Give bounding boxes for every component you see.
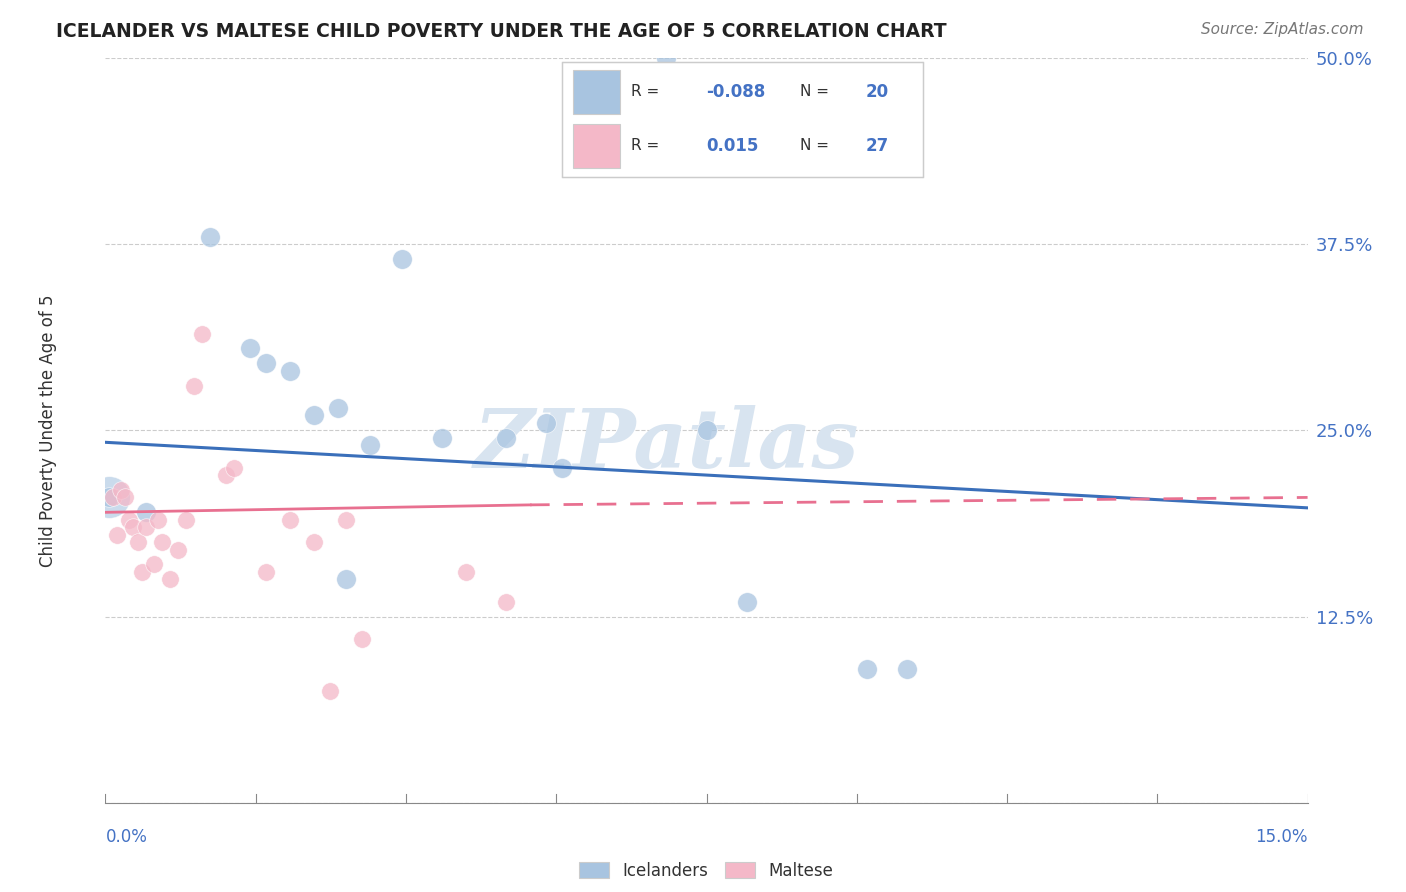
Point: [335, 573, 357, 587]
Point: [166, 542, 188, 557]
Point: [198, 229, 221, 244]
Point: [278, 513, 301, 527]
Point: [150, 535, 173, 549]
Y-axis label: Child Poverty Under the Age of 5: Child Poverty Under the Age of 5: [39, 294, 56, 566]
Text: ICELANDER VS MALTESE CHILD POVERTY UNDER THE AGE OF 5 CORRELATION CHART: ICELANDER VS MALTESE CHILD POVERTY UNDER…: [56, 22, 946, 41]
Point: [190, 326, 212, 341]
Point: [735, 595, 758, 609]
Text: ZIPatlas: ZIPatlas: [474, 405, 859, 485]
Point: [495, 431, 517, 445]
Point: [495, 595, 517, 609]
Point: [98, 491, 121, 505]
Point: [183, 378, 205, 392]
Point: [456, 565, 478, 579]
Point: [302, 535, 325, 549]
Legend: Icelanders, Maltese: Icelanders, Maltese: [579, 863, 834, 880]
Point: [127, 535, 149, 549]
Point: [135, 520, 157, 534]
Point: [335, 513, 357, 527]
Text: 0.0%: 0.0%: [105, 828, 148, 846]
Point: [430, 431, 453, 445]
Point: [222, 460, 245, 475]
Point: [110, 483, 132, 497]
Point: [302, 409, 325, 423]
Point: [118, 513, 141, 527]
Text: 15.0%: 15.0%: [1256, 828, 1308, 846]
Point: [655, 51, 678, 65]
Point: [326, 401, 349, 415]
Point: [239, 342, 262, 356]
Point: [122, 520, 145, 534]
Point: [214, 468, 236, 483]
Point: [391, 252, 413, 266]
Point: [855, 662, 877, 676]
Point: [146, 513, 169, 527]
Point: [159, 573, 181, 587]
Point: [896, 662, 918, 676]
Point: [98, 491, 121, 505]
Point: [254, 356, 277, 370]
Point: [278, 364, 301, 378]
Point: [534, 416, 557, 430]
Point: [135, 505, 157, 519]
Point: [103, 491, 125, 505]
Point: [174, 513, 197, 527]
Point: [350, 632, 373, 646]
Point: [551, 460, 574, 475]
Text: Source: ZipAtlas.com: Source: ZipAtlas.com: [1201, 22, 1364, 37]
Point: [131, 565, 153, 579]
Point: [254, 565, 277, 579]
Point: [319, 684, 342, 698]
Point: [696, 424, 718, 438]
Point: [107, 527, 129, 541]
Point: [114, 491, 136, 505]
Point: [359, 438, 381, 452]
Point: [142, 558, 165, 572]
